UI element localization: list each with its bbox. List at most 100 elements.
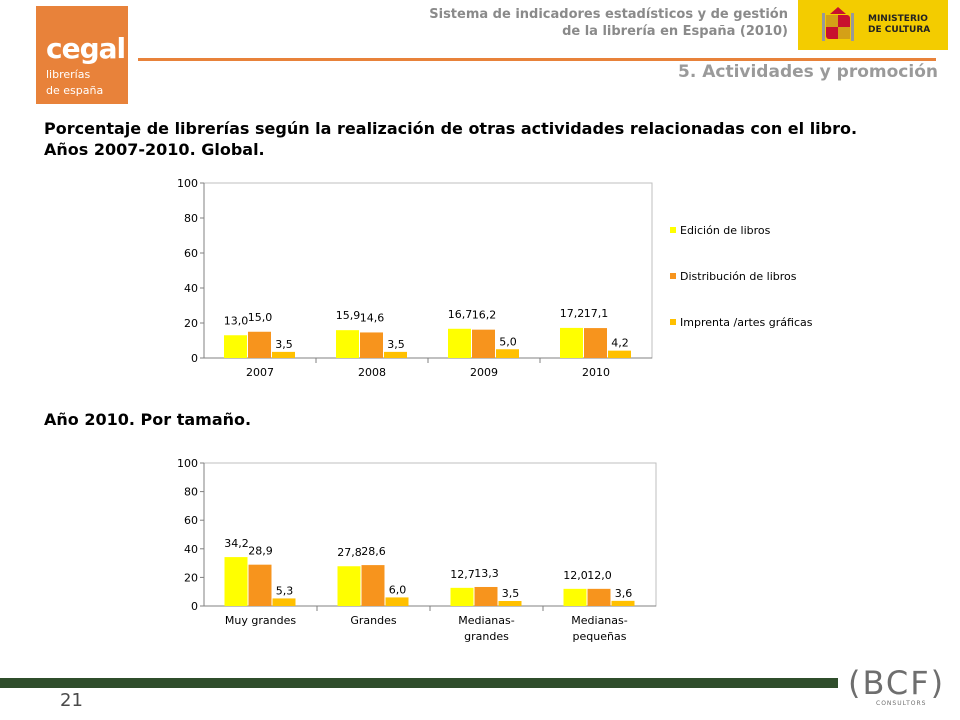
data-label: 17,1	[584, 307, 609, 320]
bar	[336, 330, 359, 358]
bar	[584, 328, 607, 358]
bar	[450, 587, 474, 606]
legend-swatch	[670, 227, 676, 233]
data-label: 34,2	[224, 537, 249, 550]
data-label: 6,0	[389, 583, 407, 596]
y-tick-label: 0	[191, 352, 198, 365]
category-label: 2009	[470, 366, 498, 379]
data-label: 12,7	[450, 568, 475, 581]
bar	[496, 349, 519, 358]
data-label: 16,2	[472, 309, 497, 322]
category-label: 2007	[246, 366, 274, 379]
data-label: 17,2	[560, 307, 585, 320]
data-label: 15,9	[336, 309, 361, 322]
ministry-line2: DE CULTURA	[868, 25, 931, 35]
page-number: 21	[60, 690, 83, 711]
ministry-logo: MINISTERIO DE CULTURA	[798, 0, 948, 50]
header-title-line2: de la librería en España (2010)	[562, 24, 788, 39]
data-label: 12,0	[563, 569, 588, 582]
ministry-line1: MINISTERIO	[868, 14, 928, 24]
data-label: 28,9	[248, 545, 273, 558]
y-tick-label: 40	[184, 282, 198, 295]
bar	[587, 588, 611, 606]
cegal-logo-line2: de españa	[46, 84, 104, 97]
crest-icon	[822, 7, 854, 41]
bar	[337, 566, 361, 606]
bcf-logo: (BCF)	[848, 664, 946, 702]
y-tick-label: 100	[177, 457, 198, 470]
cegal-logo-line1: librerías	[46, 68, 91, 81]
header-title-line1: Sistema de indicadores estadísticos y de…	[429, 7, 788, 22]
main-title: Porcentaje de librerías según la realiza…	[44, 118, 924, 160]
footer-bar	[0, 678, 838, 688]
bar	[360, 332, 383, 358]
category-label: Muy grandes	[225, 614, 296, 627]
category-label: 2008	[358, 366, 386, 379]
data-label: 13,0	[224, 314, 249, 327]
cegal-logo-name: cegal	[46, 32, 126, 65]
data-label: 3,6	[615, 587, 633, 600]
bar	[248, 331, 271, 358]
legend-swatch	[670, 273, 676, 279]
bar	[272, 598, 296, 606]
data-label: 5,3	[276, 584, 294, 597]
chart-by-size: 0 20 40 60 80 100 34,228,9 5,3 Muy grandes 27,8 28…	[177, 457, 657, 643]
category-label: Grandes	[350, 614, 397, 627]
bar	[608, 350, 631, 358]
bar	[248, 564, 272, 606]
legend-label: Imprenta /artes gráficas	[680, 316, 813, 329]
cegal-logo: cegal librerías de españa	[36, 6, 128, 104]
bar	[611, 600, 635, 606]
main-title-line2: Años 2007-2010. Global.	[44, 140, 265, 159]
bar	[224, 335, 247, 358]
bar	[498, 600, 522, 606]
bar	[563, 588, 587, 606]
bar	[224, 557, 248, 606]
bar	[361, 565, 385, 606]
data-label: 3,5	[387, 338, 405, 351]
bar	[472, 329, 495, 358]
data-label: 27,8	[337, 546, 362, 559]
category-label: 2010	[582, 366, 610, 379]
data-label: 4,2	[611, 337, 629, 350]
data-label: 16,7	[448, 308, 473, 321]
y-tick-label: 60	[184, 247, 198, 260]
y-tick-label: 40	[184, 543, 198, 556]
data-label: 15,0	[248, 311, 273, 324]
category-label: pequeñas	[573, 630, 627, 643]
category-label: Medianas-	[571, 614, 627, 627]
section-title: 5. Actividades y promoción	[678, 62, 938, 82]
y-tick-label: 20	[184, 317, 198, 330]
data-label: 28,6	[361, 545, 386, 558]
data-label: 3,5	[502, 587, 520, 600]
chart2-title: Año 2010. Por tamaño.	[44, 410, 252, 429]
y-tick-label: 80	[184, 212, 198, 225]
data-label: 3,5	[275, 338, 293, 351]
main-title-line1: Porcentaje de librerías según la realiza…	[44, 119, 858, 138]
y-tick-label: 0	[191, 600, 198, 613]
bar	[448, 328, 471, 358]
data-label: 13,3	[474, 567, 499, 580]
legend-label: Edición de libros	[680, 224, 771, 237]
category-label: grandes	[464, 630, 509, 643]
header-title: Sistema de indicadores estadísticos y de…	[429, 6, 788, 40]
data-label: 14,6	[360, 311, 385, 324]
y-tick-label: 80	[184, 486, 198, 499]
category-label: Medianas-	[458, 614, 514, 627]
bar	[384, 351, 407, 358]
legend-swatch	[670, 319, 676, 325]
header-divider	[138, 58, 936, 61]
data-label: 5,0	[499, 335, 517, 348]
data-label: 12,0	[587, 569, 612, 582]
y-tick-label: 20	[184, 571, 198, 584]
y-tick-label: 60	[184, 514, 198, 527]
y-tick-label: 100	[177, 177, 198, 190]
bar	[385, 597, 409, 606]
bar	[272, 351, 295, 358]
bcf-logo-sub: CONSULTORS	[876, 700, 927, 707]
bar	[560, 327, 583, 358]
legend-label: Distribución de libros	[680, 270, 797, 283]
plot-area	[203, 462, 657, 607]
bar	[474, 586, 498, 606]
